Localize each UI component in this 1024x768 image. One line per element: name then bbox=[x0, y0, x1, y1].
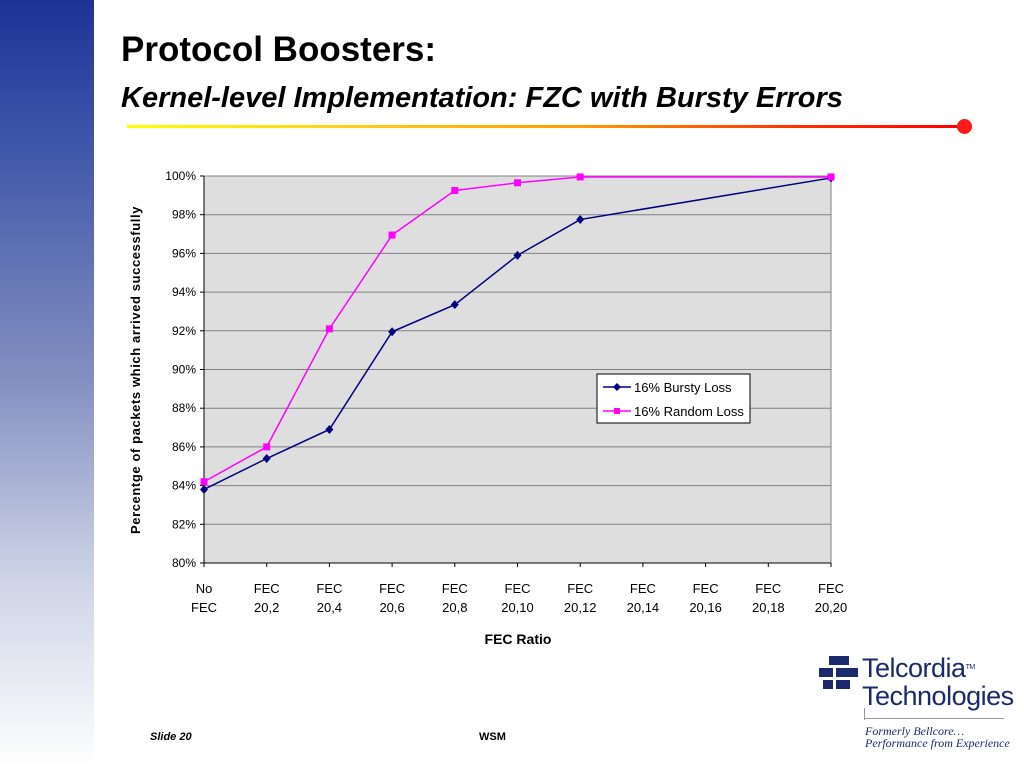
x-axis-title: FEC Ratio bbox=[485, 631, 552, 647]
data-point-bursty bbox=[576, 215, 585, 225]
y-tick-label: 88% bbox=[172, 401, 196, 415]
series-line-random bbox=[203, 176, 831, 483]
x-tick-label: FEC 20,16 bbox=[689, 581, 722, 615]
data-point-bursty bbox=[262, 454, 271, 464]
x-tick-label: FEC 20,18 bbox=[752, 581, 785, 615]
legend: 16% Bursty Loss 16% Random Loss bbox=[596, 373, 751, 424]
y-axis-ticks: 80% 82% 84% 86% 88% 90% 92% 94% 96% 98% 100% bbox=[165, 169, 204, 570]
data-point-bursty bbox=[325, 424, 334, 434]
logo-tagline: Formerly Bellcore… Performance from Expe… bbox=[865, 725, 1010, 749]
sidebar-gradient bbox=[0, 0, 94, 768]
title-underline-dot bbox=[957, 119, 972, 134]
y-axis-title: Percentge of packets which arrived succe… bbox=[128, 206, 143, 534]
data-point-random bbox=[827, 173, 835, 181]
y-tick-label: 80% bbox=[172, 556, 196, 570]
data-point-bursty bbox=[450, 300, 459, 310]
logo-divider bbox=[864, 718, 1004, 719]
y-tick-label: 84% bbox=[172, 479, 196, 493]
logo-tagline-1: Formerly Bellcore… bbox=[865, 724, 965, 738]
data-point-random bbox=[200, 478, 208, 486]
y-tick-label: 86% bbox=[172, 440, 196, 454]
x-tick-label: FEC 20,2 bbox=[254, 581, 280, 615]
x-axis-ticks: No FEC FEC 20,2 FEC 20,4 FEC 20,6 FEC 20,8 FEC 20,1… bbox=[191, 176, 847, 615]
title-underline bbox=[127, 125, 959, 128]
data-point-random bbox=[388, 231, 396, 239]
x-tick-label: FEC 20,4 bbox=[316, 581, 342, 615]
legend-marker-bursty bbox=[613, 383, 621, 391]
legend-label-bursty: 16% Bursty Loss bbox=[634, 380, 732, 395]
y-tick-label: 82% bbox=[172, 517, 196, 531]
y-tick-label: 92% bbox=[172, 324, 196, 338]
y-axis-title-clip bbox=[128, 155, 144, 169]
x-tick-label: FEC 20,6 bbox=[379, 581, 405, 615]
footer-label: WSM bbox=[479, 731, 506, 743]
legend-box bbox=[596, 373, 751, 424]
data-point-bursty bbox=[200, 484, 208, 494]
data-point-random bbox=[576, 173, 584, 181]
logo-line-2: Technologies bbox=[862, 681, 1014, 711]
telcordia-logo-icon bbox=[819, 656, 858, 689]
legend-label-random: 16% Random Loss bbox=[634, 404, 744, 419]
legend-marker-random bbox=[614, 408, 620, 414]
slide-subtitle: Kernel-level Implementation: FZC with Bu… bbox=[121, 82, 843, 114]
logo-line-1: Telcordia bbox=[862, 653, 966, 683]
logo-divider-vertical bbox=[864, 708, 865, 720]
slide-number: Slide 20 bbox=[150, 731, 192, 743]
x-tick-label: FEC 20,20 bbox=[815, 581, 848, 615]
y-tick-label: 100% bbox=[165, 169, 196, 183]
data-point-random bbox=[325, 325, 333, 333]
data-point-random bbox=[263, 443, 271, 451]
data-point-bursty bbox=[513, 250, 522, 260]
logo-tagline-2: Performance from Experience bbox=[865, 736, 1010, 750]
y-tick-label: 98% bbox=[172, 208, 196, 222]
x-tick-label: FEC 20,8 bbox=[442, 581, 468, 615]
y-tick-label: 94% bbox=[172, 285, 196, 299]
series-layer bbox=[200, 173, 835, 494]
x-tick-label: No FEC bbox=[191, 581, 217, 615]
data-point-bursty bbox=[388, 327, 397, 337]
y-tick-label: 90% bbox=[172, 363, 196, 377]
slide-title: Protocol Boosters: bbox=[121, 30, 437, 69]
logo-wordmark: TelcordiaTM Technologies bbox=[862, 654, 1014, 710]
data-point-random bbox=[514, 179, 521, 187]
y-tick-label: 96% bbox=[172, 246, 196, 260]
x-tick-label: FEC 20,10 bbox=[501, 581, 534, 615]
x-tick-label: FEC 20,14 bbox=[627, 581, 660, 615]
series-line-bursty bbox=[203, 177, 832, 491]
data-point-random bbox=[451, 187, 459, 195]
logo-tm: TM bbox=[965, 664, 976, 671]
x-tick-label: FEC 20,12 bbox=[564, 581, 597, 615]
